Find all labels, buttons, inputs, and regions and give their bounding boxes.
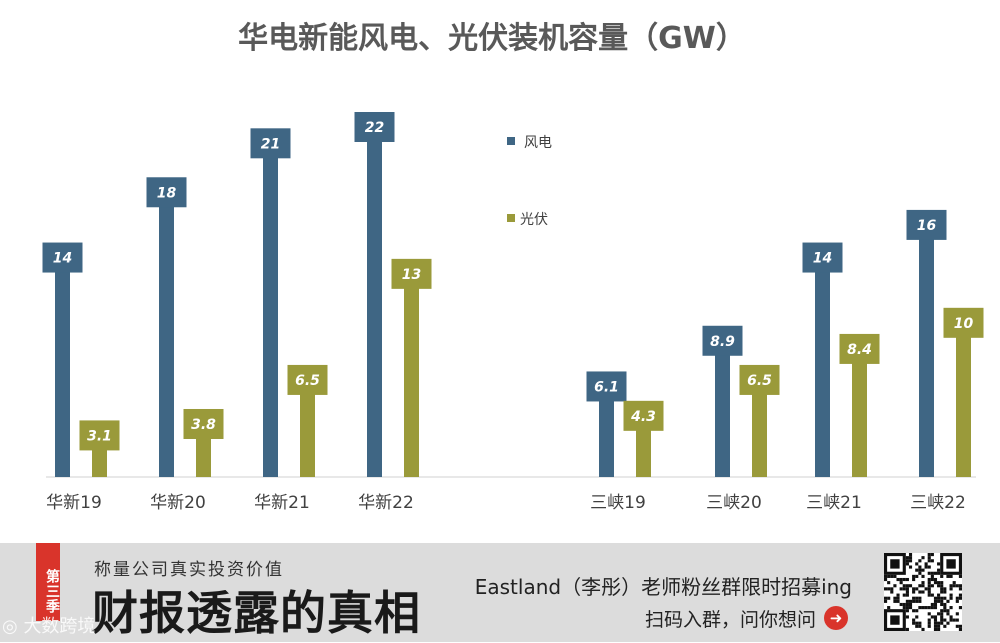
legend-swatch-wind: [507, 137, 515, 145]
bar-wind-7: [815, 248, 830, 477]
data-label-solar-1: 3.1: [87, 428, 112, 444]
watermark-text: 大数跨境: [23, 616, 96, 637]
bar-wind-4: [367, 118, 382, 477]
data-label-solar-8: 10: [954, 316, 974, 332]
data-label-solar-6: 6.5: [747, 373, 772, 389]
data-label-box-wind-3: [250, 128, 291, 159]
category-label-5: 三峡19: [590, 493, 646, 513]
category-label-4: 华新22: [358, 493, 414, 513]
bar-solar-7: [852, 339, 867, 477]
legend-swatch-solar: [507, 214, 515, 222]
data-label-box-solar-4: [391, 258, 432, 289]
category-labels: 华新19 华新20 华新21 华新22 三峡19 三峡20 三峡21 三峡22: [46, 493, 966, 513]
data-label-box-wind-8: [906, 209, 947, 240]
category-label-1: 华新19: [46, 493, 102, 513]
data-label-box-wind-1: [42, 242, 83, 273]
watermark-icon: ◎: [2, 616, 24, 637]
bar-wind-8: [919, 215, 934, 477]
data-label-solar-5: 4.3: [630, 409, 656, 425]
category-label-8: 三峡22: [910, 493, 966, 513]
category-label-6: 三峡20: [706, 493, 762, 513]
headline: 财报透露的真相: [92, 586, 421, 640]
bar-solar-8: [956, 313, 971, 477]
bar-wind-5: [599, 377, 614, 477]
data-label-box-wind-2: [146, 177, 187, 208]
bar-wind-2: [159, 183, 174, 478]
watermark: ◎ 大数跨境: [2, 612, 95, 638]
legend-label-solar: 光伏: [520, 212, 548, 228]
recruit-text: Eastland（李彤）老师粉丝群限时招募ing: [474, 575, 852, 599]
data-label-box-solar-1: [79, 420, 120, 451]
data-label-wind-5: 6.1: [594, 379, 619, 395]
bar-solar-6: [752, 370, 767, 477]
data-label-box-wind-4: [354, 112, 395, 142]
legend: 风电 光伏: [507, 135, 552, 228]
data-label-wind-4: 22: [365, 120, 384, 136]
promo-banner: 第三季 称量公司真实投资价值 财报透露的真相 Eastland（李彤）老师粉丝群…: [0, 543, 1000, 642]
data-label-box-solar-2: [183, 408, 224, 439]
data-label-wind-7: 14: [813, 251, 832, 267]
data-label-solar-2: 3.8: [191, 417, 216, 433]
bar-solar-3: [300, 370, 315, 477]
data-label-box-wind-6: [702, 325, 743, 356]
bar-wind-3: [263, 134, 278, 477]
slogan: 称量公司真实投资价值: [94, 560, 284, 580]
data-label-box-solar-7: [839, 333, 880, 364]
data-label-box-solar-8: [943, 307, 984, 338]
data-label-box-solar-5: [623, 400, 664, 431]
season-badge: 第三季: [36, 543, 60, 621]
data-label-wind-2: 18: [157, 185, 177, 201]
category-label-7: 三峡21: [806, 493, 862, 513]
chart-title: 华电新能风电、光伏装机容量（GW）: [238, 21, 746, 56]
data-label-wind-6: 8.9: [710, 334, 735, 350]
data-label-solar-4: 13: [402, 267, 421, 283]
qr-code-icon[interactable]: [884, 553, 962, 631]
bar-solar-4: [404, 264, 419, 477]
legend-label-wind: 风电: [524, 135, 552, 151]
data-label-solar-3: 6.5: [295, 373, 320, 389]
bars: [55, 118, 971, 478]
bar-wind-1: [55, 248, 70, 477]
bar-wind-6: [715, 331, 730, 477]
scan-text: 扫码入群，问你想问: [644, 609, 816, 631]
arrow-right-icon[interactable]: ➜: [824, 606, 848, 630]
data-labels: 14 3.1 18 3.8 21 6.5 22 13 6.1 4.3 8.9 6.5 14 8.4 16 10: [42, 112, 984, 451]
category-label-2: 华新20: [150, 493, 206, 513]
data-label-wind-8: 16: [917, 218, 937, 234]
data-label-box-solar-6: [739, 364, 780, 395]
category-label-3: 华新21: [254, 493, 310, 513]
data-label-box-solar-3: [287, 364, 328, 395]
chart: 华电新能风电、光伏装机容量（GW） 14 3.1 18 3.8 21 6.5 22 13 6.1…: [42, 21, 984, 513]
data-label-wind-1: 14: [53, 251, 72, 267]
data-label-box-wind-5: [586, 371, 627, 402]
data-label-wind-3: 21: [261, 136, 280, 152]
data-label-box-wind-7: [802, 242, 843, 273]
data-label-solar-7: 8.4: [847, 342, 872, 358]
